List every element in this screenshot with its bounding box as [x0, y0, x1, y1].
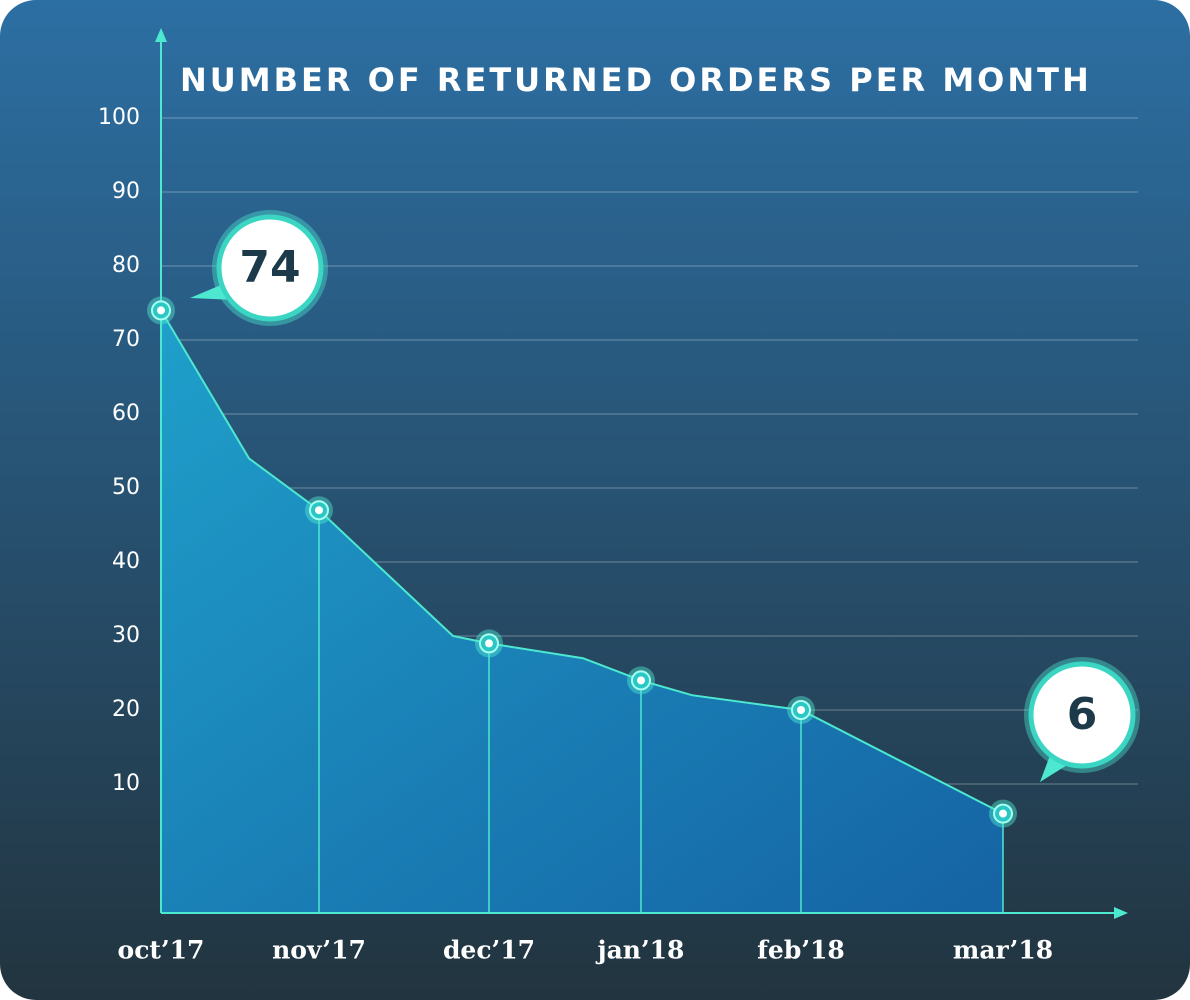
y-axis-arrow [155, 28, 167, 42]
y-tick-label: 80 [112, 253, 140, 278]
area [161, 310, 1003, 913]
x-tick-label: oct’17 [118, 936, 205, 965]
y-tick-label: 50 [112, 475, 140, 500]
y-tick-label: 70 [112, 327, 140, 352]
y-tick-label: 60 [112, 401, 140, 426]
y-tick-label: 30 [112, 623, 140, 648]
y-tick-label: 90 [112, 179, 140, 204]
x-tick-label: feb’18 [757, 936, 845, 965]
x-axis-arrow [1114, 907, 1128, 919]
line [160, 309, 1004, 815]
y-tick-label: 10 [112, 771, 140, 796]
callout [216, 214, 324, 322]
callout [1028, 661, 1136, 769]
callout-label: 74 [239, 242, 300, 293]
marker-dot [999, 809, 1007, 818]
y-tick-label: 40 [112, 549, 140, 574]
callout-label: 6 [1067, 689, 1098, 740]
x-tick-label: nov’17 [272, 936, 366, 965]
y-tick-label: 100 [98, 105, 140, 130]
x-tick-label: mar’18 [953, 936, 1053, 965]
marker-dot [485, 639, 493, 648]
x-tick-label: jan’18 [596, 936, 685, 965]
y-tick-label: 20 [112, 697, 140, 722]
marker-dot [157, 306, 165, 315]
marker-dot [637, 676, 645, 685]
chart-title: NUMBER OF RETURNED ORDERS PER MONTH [180, 61, 1092, 99]
marker-dot [797, 706, 805, 714]
marker-dot [315, 506, 323, 515]
x-tick-label: dec’17 [443, 936, 535, 965]
